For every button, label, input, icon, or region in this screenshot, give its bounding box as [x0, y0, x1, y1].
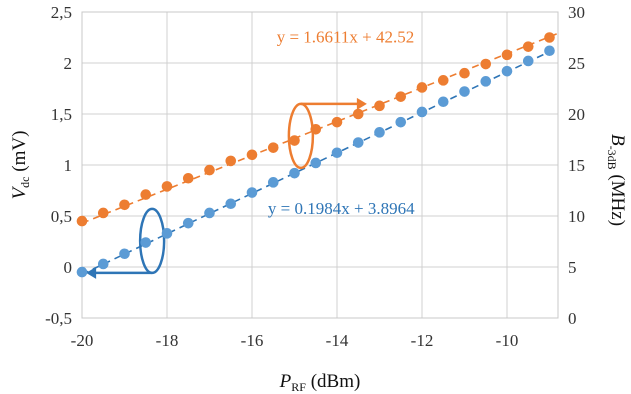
x-tick-label: -14	[326, 331, 349, 350]
data-point-series-1	[97, 207, 109, 219]
data-point-series-0	[501, 65, 513, 77]
data-point-series-1	[416, 82, 428, 93]
data-point-series-1	[331, 116, 343, 128]
data-point-series-1	[289, 135, 300, 146]
y-left-axis-title-unit: (mV)	[9, 131, 30, 177]
x-axis-title-unit: (dBm)	[306, 371, 360, 392]
x-tick-label: -16	[241, 331, 264, 350]
data-point-series-0	[416, 106, 428, 118]
y-left-tick-label: 0,5	[51, 207, 72, 226]
data-point-series-1	[352, 108, 364, 120]
y-left-tick-label: 0	[64, 258, 73, 277]
data-point-series-0	[140, 237, 152, 248]
y-left-axis-title-sub: dc	[18, 176, 32, 187]
y-left-axis-title-main: V	[9, 185, 30, 199]
data-point-series-0	[97, 258, 109, 270]
data-point-series-1	[459, 67, 470, 79]
data-point-series-0	[437, 96, 449, 108]
data-point-series-0	[225, 198, 237, 210]
x-axis-title: PRF (dBm)	[279, 371, 361, 394]
axis-indicator-arrow-head	[356, 97, 367, 110]
data-point-series-1	[119, 199, 130, 211]
y-left-axis-title: Vdc (mV)	[9, 131, 32, 200]
data-point-series-1	[544, 32, 555, 43]
data-point-series-1	[76, 215, 88, 227]
data-point-series-1	[501, 49, 513, 61]
data-point-series-0	[204, 207, 215, 219]
data-point-series-0	[522, 55, 534, 67]
data-point-series-1	[310, 124, 322, 135]
data-point-series-1	[182, 172, 194, 184]
data-point-series-1	[267, 142, 279, 153]
x-axis-title-main: P	[279, 371, 292, 392]
data-points	[76, 32, 555, 278]
data-point-series-0	[310, 157, 322, 169]
data-point-series-1	[140, 189, 152, 200]
data-point-series-0	[267, 177, 279, 188]
data-point-series-0	[459, 86, 470, 97]
data-point-series-1	[225, 155, 237, 167]
plot-frame	[81, 11, 559, 319]
x-tick-label: -18	[156, 331, 179, 350]
y-right-axis-title-sub: -3dB	[605, 146, 619, 170]
y-left-tick-label: -0,5	[45, 309, 72, 328]
data-point-series-1	[522, 41, 534, 52]
data-point-series-0	[544, 45, 555, 57]
y-left-tick-label: 1,5	[51, 105, 72, 124]
data-point-series-0	[76, 266, 88, 278]
x-tick-label: -10	[496, 331, 519, 350]
y-left-tick-label: 2	[64, 54, 73, 73]
x-tick-label: -12	[411, 331, 434, 350]
axis-indicator-arrow-head	[86, 266, 97, 279]
data-point-series-1	[395, 91, 407, 102]
y-right-tick-label: 5	[568, 258, 577, 277]
y-right-axis-title-main: B	[607, 134, 628, 146]
data-point-series-0	[246, 187, 258, 198]
axis-indicators	[86, 97, 367, 279]
data-point-series-1	[161, 181, 173, 192]
data-point-series-0	[119, 248, 130, 260]
data-point-series-0	[374, 127, 385, 138]
y-right-axis-title: B-3dB (MHz)	[605, 134, 628, 226]
data-point-series-1	[480, 58, 492, 70]
y-right-axis-title-unit: (MHz)	[607, 170, 628, 226]
data-point-series-0	[352, 137, 364, 148]
data-point-series-0	[161, 228, 173, 239]
y-right-tick-label: 0	[568, 309, 577, 328]
data-point-series-1	[246, 149, 258, 161]
trendline-labels: y = 1.6611x + 42.52 y = 0.1984x + 3.8964	[268, 28, 415, 218]
trendline-label-series-1: y = 1.6611x + 42.52	[277, 28, 415, 47]
data-point-series-1	[374, 100, 385, 112]
trendline-series-0	[82, 46, 558, 276]
y-left-tick-label: 2,5	[51, 3, 72, 22]
x-axis-title-sub: RF	[291, 380, 306, 394]
data-point-series-1	[437, 75, 449, 86]
data-point-series-0	[182, 217, 194, 229]
trendline-label-series-0: y = 0.1984x + 3.8964	[268, 199, 415, 218]
data-point-series-1	[204, 164, 215, 176]
data-point-series-0	[289, 167, 300, 179]
x-tick-label: -20	[71, 331, 94, 350]
y-right-tick-label: 15	[568, 156, 585, 175]
tick-labels: -20 -18 -16 -14 -12 -10 -0,5 0 0,5 1 1,5 2 2,5 0 5 10 15…	[45, 3, 585, 350]
data-point-series-0	[395, 116, 407, 128]
y-right-tick-label: 20	[568, 105, 585, 124]
y-right-tick-label: 10	[568, 207, 585, 226]
y-right-tick-label: 25	[568, 54, 585, 73]
y-right-tick-label: 30	[568, 3, 585, 22]
data-point-series-0	[480, 76, 492, 87]
y-left-tick-label: 1	[64, 156, 73, 175]
data-point-series-0	[331, 147, 343, 159]
